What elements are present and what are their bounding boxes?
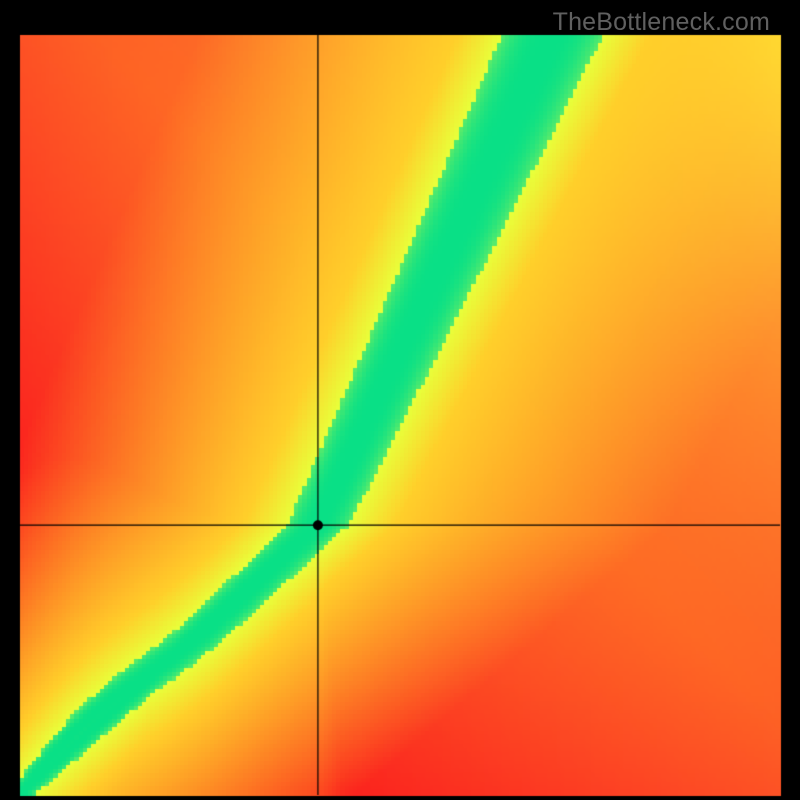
- chart-container: TheBottleneck.com: [0, 0, 800, 800]
- bottleneck-heatmap: [0, 0, 800, 800]
- watermark-text: TheBottleneck.com: [553, 8, 770, 37]
